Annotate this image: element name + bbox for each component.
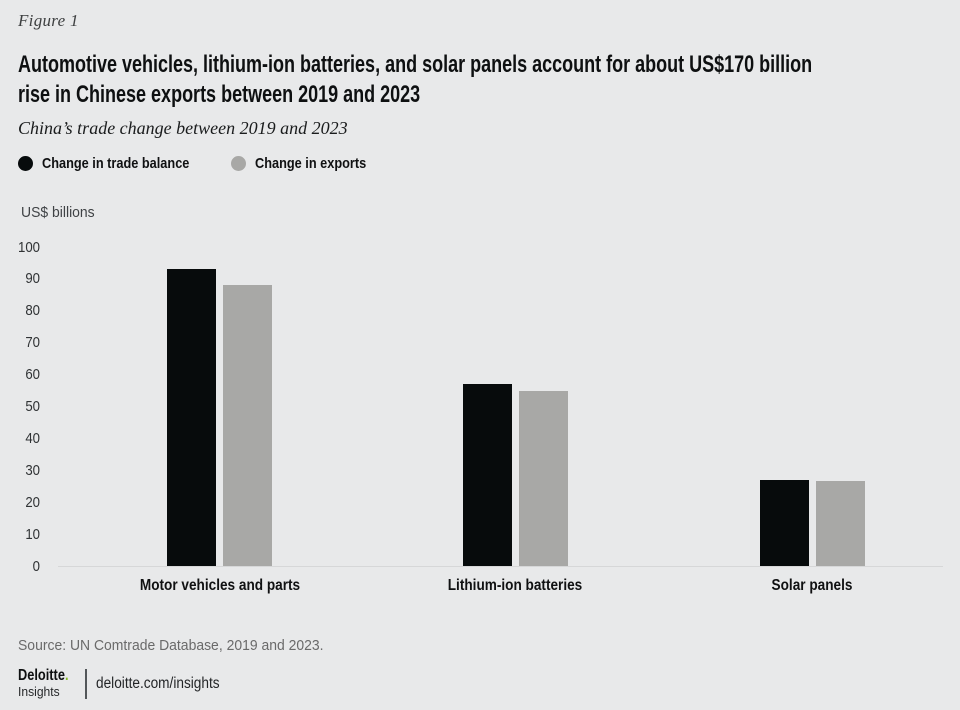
category-label-text: Lithium-ion batteries (447, 577, 583, 594)
bar-lithium-ion-batteries--change-in-exports (518, 390, 568, 566)
brand-name-text: Deloitte (18, 667, 65, 684)
footer-divider (85, 669, 87, 699)
trade-balance-dot-icon (18, 155, 33, 171)
chart-title: Automotive vehicles, lithium-ion batteri… (18, 50, 960, 110)
y-axis-tick-70: 70 (25, 334, 40, 352)
legend-label-exports: Change in exports (255, 154, 367, 172)
brand-name: Deloitte. (18, 667, 69, 684)
brand-dot: . (64, 667, 69, 684)
category-label-text: Solar panels (771, 577, 853, 594)
source-note: Source: UN Comtrade Database, 2019 and 2… (18, 637, 324, 654)
x-axis-line (58, 565, 943, 567)
y-axis-tick-50: 50 (25, 398, 40, 415)
exports-dot-icon (231, 155, 246, 171)
brand-sub: Insights (18, 684, 60, 699)
bar-solar-panels--change-in-trade-balance (759, 479, 809, 566)
footer-link: deloitte.com/insights (96, 675, 220, 692)
title-line-1: Automotive vehicles, lithium-ion batteri… (18, 51, 813, 78)
category-label-motor-vehicles-and-parts: Motor vehicles and parts (125, 577, 314, 595)
bar-lithium-ion-batteries--change-in-trade-balance (462, 384, 512, 566)
y-axis-tick-40: 40 (25, 429, 40, 447)
bar-motor-vehicles-and-parts--change-in-trade-balance (167, 269, 216, 566)
bar-solar-panels--change-in-exports (815, 481, 865, 566)
legend-item-trade-balance: Change in trade balance (18, 154, 215, 172)
category-label-lithium-ion-batteries: Lithium-ion batteries (436, 577, 594, 595)
chart-subtitle: China’s trade change between 2019 and 20… (18, 118, 348, 138)
category-label-text: Motor vehicles and parts (139, 577, 300, 594)
y-axis-tick-0: 0 (32, 557, 40, 575)
y-axis-tick-20: 20 (25, 493, 40, 511)
y-axis-tick-100: 100 (17, 238, 40, 256)
y-axis-tick-30: 30 (25, 461, 40, 479)
y-axis-tick-90: 90 (25, 270, 40, 288)
deloitte-insights-logo: Deloitte. Insights (18, 667, 81, 699)
figure-label: Figure 1 (18, 11, 79, 30)
y-axis-unit-label: US$ billions (21, 204, 95, 221)
title-line-2: rise in Chinese exports between 2019 and… (18, 81, 421, 108)
y-axis-tick-60: 60 (25, 366, 40, 384)
bar-motor-vehicles-and-parts--change-in-exports (223, 285, 272, 566)
y-axis-tick-10: 10 (25, 525, 40, 543)
legend-item-exports: Change in exports (231, 154, 386, 172)
y-axis-tick-80: 80 (25, 302, 40, 320)
category-label-solar-panels: Solar panels (764, 577, 859, 595)
legend-label-trade-balance: Change in trade balance (42, 154, 190, 172)
